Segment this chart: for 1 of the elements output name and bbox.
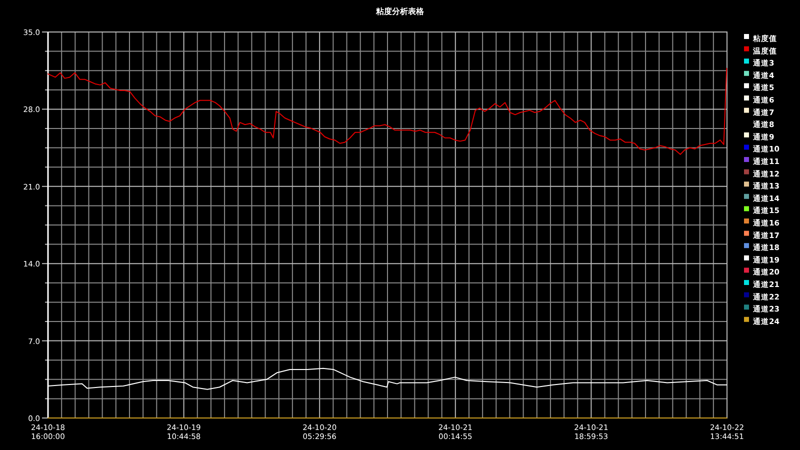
chart-title: 粘度分析表格 — [375, 6, 425, 16]
